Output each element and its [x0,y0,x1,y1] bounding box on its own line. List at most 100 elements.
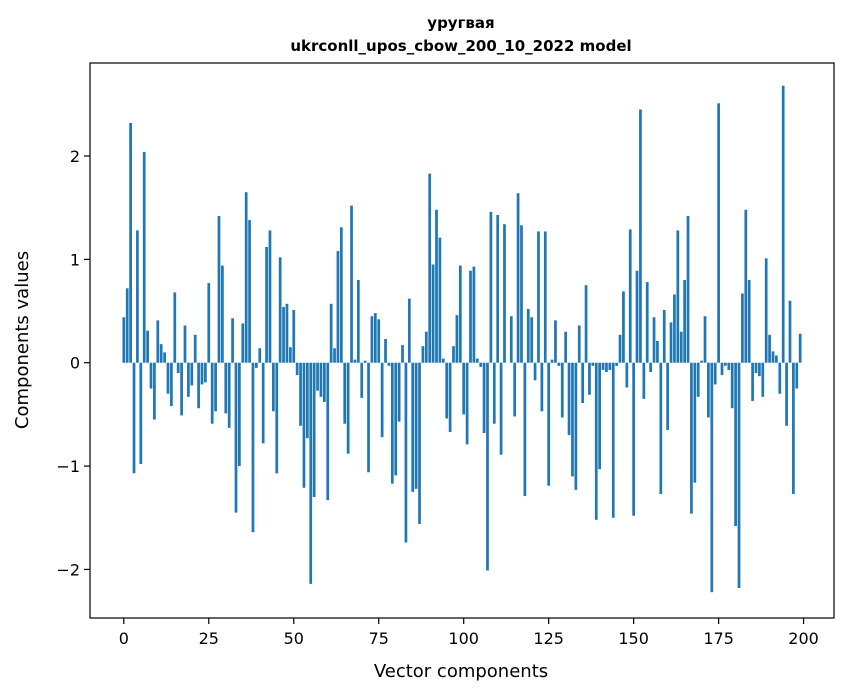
y-tick-label: 0 [70,354,80,373]
bar [520,225,523,363]
bar [724,362,727,366]
bar [336,251,340,363]
bar [639,109,642,363]
bar [550,359,554,363]
bar [346,362,350,454]
bar [560,362,564,418]
bar [564,331,568,363]
x-axis-ticks: 0 25 50 75 100 125 150 175 200 [119,618,819,648]
bar [244,192,248,363]
bar [656,341,659,363]
bar [122,317,126,363]
bar [645,282,649,363]
bar [397,362,401,422]
bar [720,362,724,376]
bar [363,360,367,363]
bar [387,362,391,366]
y-tick-label: 2 [70,147,80,166]
bar [125,288,129,363]
bar [353,359,357,363]
bar [513,362,517,417]
bar [404,362,408,543]
bar [669,322,673,363]
bar [676,230,680,363]
bar [486,362,489,571]
bar [373,313,377,363]
bar [737,362,741,589]
bar [622,291,625,363]
bar [149,362,153,389]
bar [326,362,330,501]
bar [533,362,537,381]
bar [183,325,187,363]
bar [238,362,241,467]
bar [448,362,452,432]
bar [717,103,720,363]
bar [268,230,272,363]
bar [792,362,795,494]
bar [207,283,211,363]
bar [390,362,394,484]
bar [472,266,476,363]
bar [255,362,258,368]
bar [516,193,520,363]
bar [462,362,466,415]
bar [302,362,306,488]
bar [132,362,136,474]
bar [503,224,506,363]
bar [251,362,255,533]
bar [441,358,445,363]
bar [231,318,234,363]
bar [214,362,217,412]
bar [170,362,173,407]
bar [795,362,799,389]
bar [635,270,639,363]
bar [418,362,421,524]
bar [475,358,479,363]
bar [289,347,292,363]
bar [727,362,731,370]
bar [479,362,483,367]
bar [428,173,432,363]
bar [295,362,299,376]
bar [312,362,316,498]
bar [159,344,163,363]
bar [384,338,387,363]
bar [649,362,652,373]
bar [411,362,415,492]
bar [258,348,262,363]
bar [778,362,782,394]
bar [567,362,571,436]
bar [523,362,527,497]
bar [350,205,353,363]
bar [241,323,245,363]
bar [581,362,585,404]
bar [445,362,449,419]
bar [673,294,676,363]
bar [282,306,285,363]
chart-title-line2: ukrconll_upos_cbow_200_10_2022 model [290,37,631,55]
bar [540,362,544,412]
bar [707,362,710,418]
bar [401,345,404,363]
bar [367,362,370,473]
bar [285,303,289,363]
bar [234,362,238,513]
bar [261,362,265,444]
bar [163,352,166,363]
bar [275,362,279,474]
bar [747,280,751,363]
bar [659,362,663,494]
bar [530,317,534,363]
y-axis-label: Components values [12,251,33,429]
bar [187,362,190,397]
bar [319,362,323,397]
x-tick-label: 200 [788,629,819,648]
bar [370,316,374,363]
bar [696,362,700,397]
bar [424,331,428,363]
y-tick-label: −1 [56,457,80,476]
bar [798,333,802,363]
bar [360,362,364,398]
